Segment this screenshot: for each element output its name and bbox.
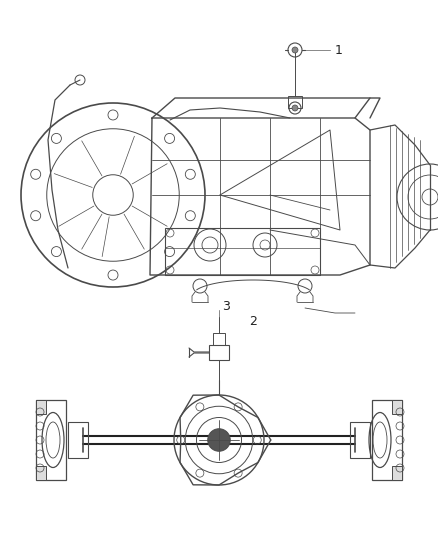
Bar xyxy=(372,400,402,480)
Bar xyxy=(213,333,225,345)
Bar xyxy=(36,400,46,414)
Circle shape xyxy=(292,105,298,111)
Bar xyxy=(392,466,402,480)
Circle shape xyxy=(292,47,298,53)
Bar xyxy=(36,400,66,480)
Bar xyxy=(165,228,320,275)
Bar xyxy=(392,400,402,414)
Bar xyxy=(68,422,88,458)
Text: 3: 3 xyxy=(222,300,230,313)
Bar xyxy=(209,345,229,360)
Circle shape xyxy=(208,429,230,451)
Text: 2: 2 xyxy=(249,315,257,328)
Bar xyxy=(288,96,302,108)
Bar xyxy=(36,466,46,480)
Bar xyxy=(350,422,370,458)
Text: 1: 1 xyxy=(335,44,343,56)
